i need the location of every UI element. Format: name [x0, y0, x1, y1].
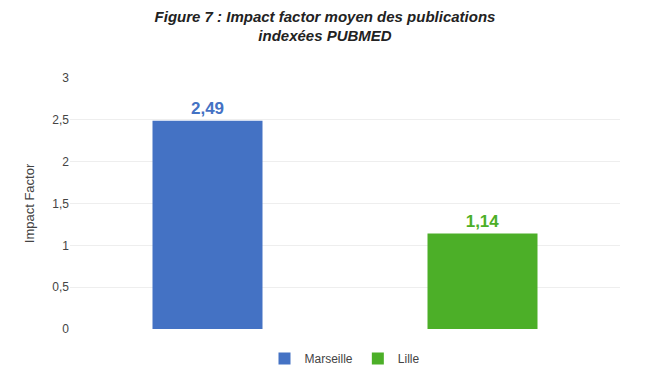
svg-text:Impact Factor: Impact Factor [22, 163, 37, 243]
svg-text:2: 2 [62, 155, 69, 169]
svg-text:2,49: 2,49 [191, 99, 224, 118]
svg-text:Marseille: Marseille [305, 352, 353, 366]
svg-text:1: 1 [62, 239, 69, 253]
svg-text:2,5: 2,5 [52, 113, 69, 127]
svg-text:0,5: 0,5 [52, 280, 69, 294]
svg-text:Figure 7 : Impact factor moyen: Figure 7 : Impact factor moyen des publi… [155, 8, 496, 45]
svg-text:3: 3 [62, 71, 69, 85]
svg-text:1,5: 1,5 [52, 197, 69, 211]
svg-text:1,14: 1,14 [466, 212, 500, 231]
svg-text:Lille: Lille [398, 352, 420, 366]
svg-text:0: 0 [62, 322, 69, 336]
